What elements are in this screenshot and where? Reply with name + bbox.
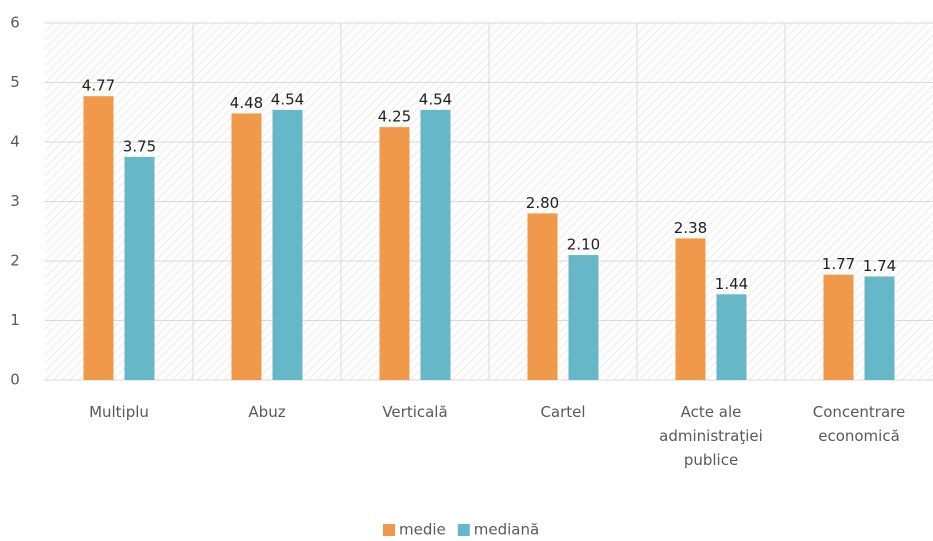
x-tick-label: Abuz xyxy=(248,403,286,421)
y-tick-label: 5 xyxy=(10,73,20,91)
value-label: 4.54 xyxy=(419,90,452,108)
value-label: 4.48 xyxy=(230,94,263,112)
value-label: 1.77 xyxy=(822,255,855,273)
bar xyxy=(527,213,558,380)
bar xyxy=(231,113,262,380)
bar xyxy=(379,127,410,380)
value-label: 1.44 xyxy=(715,275,748,293)
value-label: 1.74 xyxy=(863,257,896,275)
value-label: 3.75 xyxy=(123,137,156,155)
legend-label: medie xyxy=(399,521,446,539)
bar xyxy=(272,109,303,381)
value-label: 4.54 xyxy=(271,90,304,108)
y-tick-label: 4 xyxy=(10,133,20,151)
legend-swatch xyxy=(457,524,470,536)
bar xyxy=(83,96,114,380)
bar xyxy=(124,156,155,380)
legend-swatch xyxy=(383,524,395,536)
y-tick-label: 0 xyxy=(10,371,20,389)
x-tick-label: Concentrare economică xyxy=(812,403,906,445)
x-tick-label: Verticală xyxy=(382,403,448,421)
y-tick-label: 2 xyxy=(10,252,20,270)
bar xyxy=(823,274,854,380)
bar xyxy=(420,109,451,381)
x-tick-label: Acte ale administraţiei publice xyxy=(659,403,763,469)
legend-label: mediană xyxy=(474,521,539,539)
bar xyxy=(568,255,599,380)
bar xyxy=(716,294,747,380)
bar xyxy=(675,238,706,380)
x-tick-label: Multiplu xyxy=(89,403,149,421)
x-tick-label: Cartel xyxy=(540,403,586,421)
y-tick-label: 6 xyxy=(10,14,20,32)
y-tick-label: 1 xyxy=(10,311,20,329)
value-label: 2.80 xyxy=(526,194,559,212)
value-label: 4.77 xyxy=(82,77,115,95)
bar xyxy=(864,276,895,380)
value-label: 2.10 xyxy=(567,236,600,254)
value-label: 4.25 xyxy=(378,108,411,126)
y-tick-label: 3 xyxy=(10,192,20,210)
value-label: 2.38 xyxy=(674,219,707,237)
